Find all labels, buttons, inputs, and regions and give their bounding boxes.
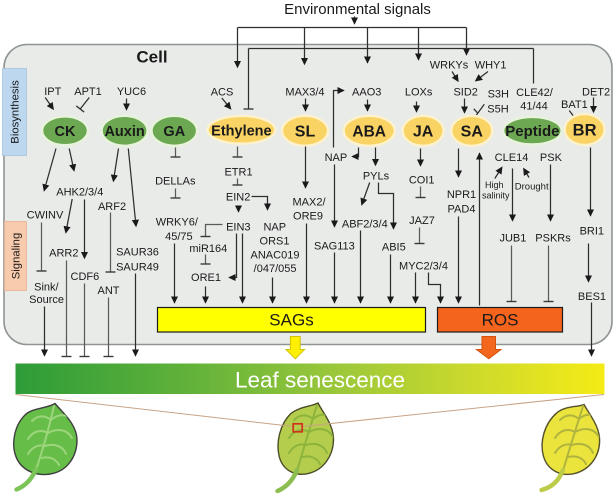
svg-text:AAO3: AAO3 bbox=[352, 87, 381, 99]
svg-text:EIN2: EIN2 bbox=[226, 192, 250, 204]
svg-text:Ethylene: Ethylene bbox=[211, 123, 271, 139]
svg-text:S5H: S5H bbox=[487, 103, 508, 115]
svg-text:BRI1: BRI1 bbox=[580, 226, 604, 238]
svg-text:Biosynthesis: Biosynthesis bbox=[9, 80, 21, 144]
svg-text:SID2: SID2 bbox=[453, 87, 477, 99]
svg-text:PSK: PSK bbox=[540, 152, 563, 164]
svg-text:BR: BR bbox=[573, 121, 597, 139]
svg-text:PAD4: PAD4 bbox=[448, 204, 476, 216]
svg-text:Auxin: Auxin bbox=[104, 124, 144, 140]
svg-text:ARF2: ARF2 bbox=[98, 201, 126, 213]
svg-text:SAUR49: SAUR49 bbox=[116, 262, 159, 274]
svg-text:MAX2/: MAX2/ bbox=[292, 197, 326, 209]
svg-text:NAP: NAP bbox=[325, 152, 348, 164]
svg-text:MAX3/4: MAX3/4 bbox=[285, 87, 324, 99]
svg-text:41/44: 41/44 bbox=[520, 101, 548, 113]
svg-text:Leaf senescence: Leaf senescence bbox=[235, 368, 405, 393]
svg-text:/047/055: /047/055 bbox=[254, 263, 297, 275]
svg-text:WRKY6/: WRKY6/ bbox=[156, 217, 199, 229]
svg-text:salinity: salinity bbox=[482, 191, 510, 201]
svg-text:DET2: DET2 bbox=[582, 86, 610, 98]
svg-text:SA: SA bbox=[461, 123, 484, 140]
svg-text:NAP: NAP bbox=[263, 222, 286, 234]
svg-text:CLE42/: CLE42/ bbox=[516, 87, 554, 99]
svg-text:LOXs: LOXs bbox=[405, 87, 433, 99]
svg-text:Source: Source bbox=[29, 294, 64, 306]
svg-text:ANAC019: ANAC019 bbox=[251, 249, 300, 261]
svg-text:Drought: Drought bbox=[515, 182, 549, 193]
svg-text:PYLs: PYLs bbox=[363, 171, 390, 183]
svg-text:ORE1: ORE1 bbox=[191, 272, 221, 284]
svg-text:MYC2/3/4: MYC2/3/4 bbox=[399, 260, 448, 272]
svg-text:45/75: 45/75 bbox=[165, 231, 193, 243]
svg-text:SAUR36: SAUR36 bbox=[116, 247, 159, 259]
svg-text:JA: JA bbox=[413, 123, 434, 140]
svg-text:SAGs: SAGs bbox=[269, 311, 313, 330]
svg-text:WHY1: WHY1 bbox=[475, 60, 507, 72]
svg-text:PSKRs: PSKRs bbox=[535, 233, 571, 245]
svg-text:ETR1: ETR1 bbox=[224, 166, 252, 178]
svg-text:JAZ7: JAZ7 bbox=[409, 215, 435, 227]
svg-text:ANT: ANT bbox=[98, 285, 120, 297]
svg-text:ABA: ABA bbox=[352, 123, 386, 140]
svg-text:ROS: ROS bbox=[482, 311, 519, 330]
svg-text:AHK2/3/4: AHK2/3/4 bbox=[56, 187, 103, 199]
svg-text:WRKYs: WRKYs bbox=[430, 60, 469, 72]
svg-text:Cell: Cell bbox=[136, 48, 167, 67]
svg-text:Environmental signals: Environmental signals bbox=[284, 1, 431, 18]
svg-text:YUC6: YUC6 bbox=[117, 86, 146, 98]
svg-text:miR164: miR164 bbox=[189, 243, 227, 255]
svg-text:COI1: COI1 bbox=[409, 174, 435, 186]
svg-text:GA: GA bbox=[163, 124, 185, 140]
svg-text:CLE14: CLE14 bbox=[495, 152, 529, 164]
svg-text:SAG113: SAG113 bbox=[314, 241, 355, 253]
svg-text:CK: CK bbox=[55, 124, 76, 140]
svg-text:ABF2/3/4: ABF2/3/4 bbox=[342, 219, 388, 231]
svg-text:CDF6: CDF6 bbox=[71, 271, 100, 283]
svg-text:Peptide: Peptide bbox=[505, 123, 559, 140]
svg-text:JUB1: JUB1 bbox=[499, 233, 526, 245]
svg-text:APT1: APT1 bbox=[74, 86, 102, 98]
svg-text:EIN3: EIN3 bbox=[226, 222, 250, 234]
svg-text:IPT: IPT bbox=[44, 86, 61, 98]
svg-text:Signaling: Signaling bbox=[10, 233, 22, 279]
svg-text:S3H: S3H bbox=[488, 89, 509, 101]
svg-text:NPR1: NPR1 bbox=[447, 189, 476, 201]
svg-text:BAT1: BAT1 bbox=[561, 99, 588, 111]
svg-text:ORS1: ORS1 bbox=[260, 236, 290, 248]
svg-text:ABI5: ABI5 bbox=[382, 242, 406, 254]
svg-text:CWINV: CWINV bbox=[27, 210, 64, 222]
svg-text:ORE9: ORE9 bbox=[293, 211, 323, 223]
svg-text:Sink/: Sink/ bbox=[34, 282, 59, 294]
svg-text:DELLAs: DELLAs bbox=[155, 176, 196, 188]
svg-text:High: High bbox=[485, 180, 504, 190]
svg-text:BES1: BES1 bbox=[578, 291, 606, 303]
svg-text:SL: SL bbox=[295, 123, 316, 140]
svg-text:ARR2: ARR2 bbox=[49, 248, 78, 260]
svg-text:ACS: ACS bbox=[211, 87, 234, 99]
